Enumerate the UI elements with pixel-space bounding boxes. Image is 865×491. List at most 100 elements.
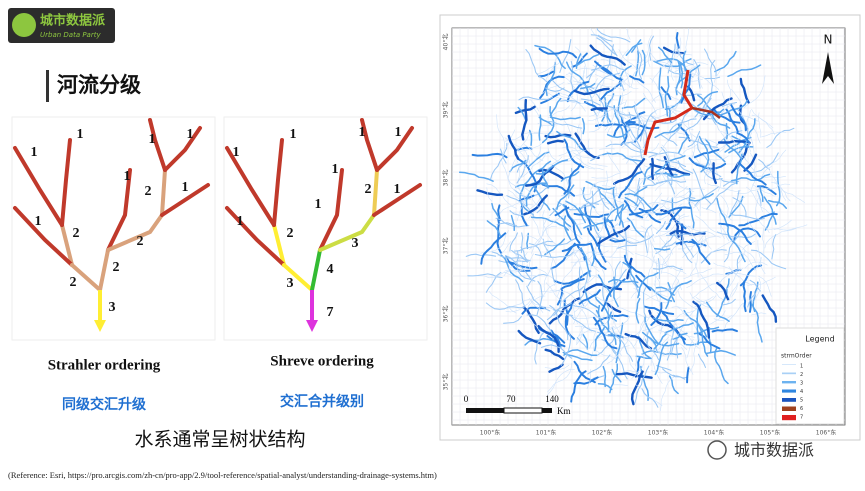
stream xyxy=(564,205,581,244)
stream xyxy=(721,91,730,121)
river-branch xyxy=(60,138,72,227)
stream xyxy=(690,107,725,116)
logo-subtitle: Urban Data Party xyxy=(40,31,101,39)
stream xyxy=(582,334,589,350)
stream xyxy=(668,69,694,78)
stream xyxy=(728,145,754,154)
stream xyxy=(609,303,615,324)
stream xyxy=(636,45,643,80)
stream xyxy=(721,301,747,334)
stream xyxy=(592,64,611,76)
stream xyxy=(507,134,520,160)
stream xyxy=(515,146,529,163)
legend-swatch xyxy=(782,372,796,375)
stream xyxy=(599,78,623,102)
stream xyxy=(528,151,550,168)
river-branch xyxy=(13,206,74,267)
order-label: 1 xyxy=(395,125,402,140)
stream xyxy=(524,187,540,208)
stream xyxy=(497,204,502,221)
order-label: 1 xyxy=(77,127,84,142)
stream xyxy=(693,326,720,335)
stream xyxy=(546,369,575,396)
stream xyxy=(541,168,549,189)
stream xyxy=(761,166,772,178)
stream xyxy=(593,72,621,95)
stream xyxy=(529,98,540,112)
stream xyxy=(536,63,560,75)
stream xyxy=(550,329,561,344)
stream xyxy=(635,253,668,267)
stream xyxy=(486,187,493,202)
stream xyxy=(686,273,724,288)
stream xyxy=(692,168,712,205)
stream xyxy=(549,97,562,117)
stream xyxy=(655,179,687,184)
stream xyxy=(501,159,519,190)
stream xyxy=(573,302,593,332)
stream xyxy=(589,44,626,66)
logo-box xyxy=(8,8,115,43)
stream xyxy=(726,282,739,305)
stream xyxy=(747,220,757,234)
lat-label: 35°北 xyxy=(442,374,450,391)
stream xyxy=(606,151,621,173)
river-branch xyxy=(163,126,202,172)
stream xyxy=(617,94,624,120)
stream xyxy=(736,132,750,144)
diagram-caption: Strahler ordering xyxy=(48,357,161,373)
stream xyxy=(513,240,554,252)
stream xyxy=(603,98,627,119)
scale-segment xyxy=(542,408,552,413)
river-branch xyxy=(225,206,286,267)
stream xyxy=(709,159,722,192)
stream xyxy=(766,165,787,201)
stream xyxy=(510,214,516,232)
stream xyxy=(534,331,545,365)
stream xyxy=(609,239,627,243)
stream xyxy=(516,155,529,184)
stream xyxy=(683,268,712,279)
stream xyxy=(686,366,690,384)
river-branch xyxy=(225,146,276,227)
river-tree: 1 1 1 1 1 1 1 1 2 2 3 4 3 7 xyxy=(225,118,422,332)
stream xyxy=(536,280,543,316)
stream xyxy=(671,197,675,214)
stream xyxy=(644,338,660,361)
stream xyxy=(534,251,575,258)
stream xyxy=(699,115,716,120)
stream xyxy=(544,133,572,139)
stream xyxy=(557,261,577,297)
stream xyxy=(714,68,722,83)
stream xyxy=(735,153,743,185)
stream xyxy=(553,309,574,317)
stream xyxy=(694,262,699,278)
stream xyxy=(693,58,701,89)
stream xyxy=(654,123,682,139)
stream xyxy=(576,65,586,84)
stream xyxy=(570,60,574,92)
stream xyxy=(744,261,768,269)
stream xyxy=(516,193,529,221)
stream xyxy=(611,368,622,383)
order-label: 1 xyxy=(315,197,322,212)
stream xyxy=(629,75,645,84)
stream xyxy=(497,241,512,257)
stream xyxy=(596,28,631,43)
stream xyxy=(653,332,668,350)
stream xyxy=(595,350,619,361)
stream xyxy=(736,254,741,271)
stream xyxy=(661,144,672,163)
stream xyxy=(671,306,687,309)
stream xyxy=(692,196,703,209)
stream xyxy=(618,204,625,226)
stream xyxy=(706,182,737,210)
stream xyxy=(580,82,596,90)
stream xyxy=(594,293,618,322)
stream xyxy=(653,272,662,307)
stream xyxy=(579,273,598,293)
stream xyxy=(719,205,733,221)
river-branch xyxy=(272,138,284,227)
stream xyxy=(554,91,574,98)
